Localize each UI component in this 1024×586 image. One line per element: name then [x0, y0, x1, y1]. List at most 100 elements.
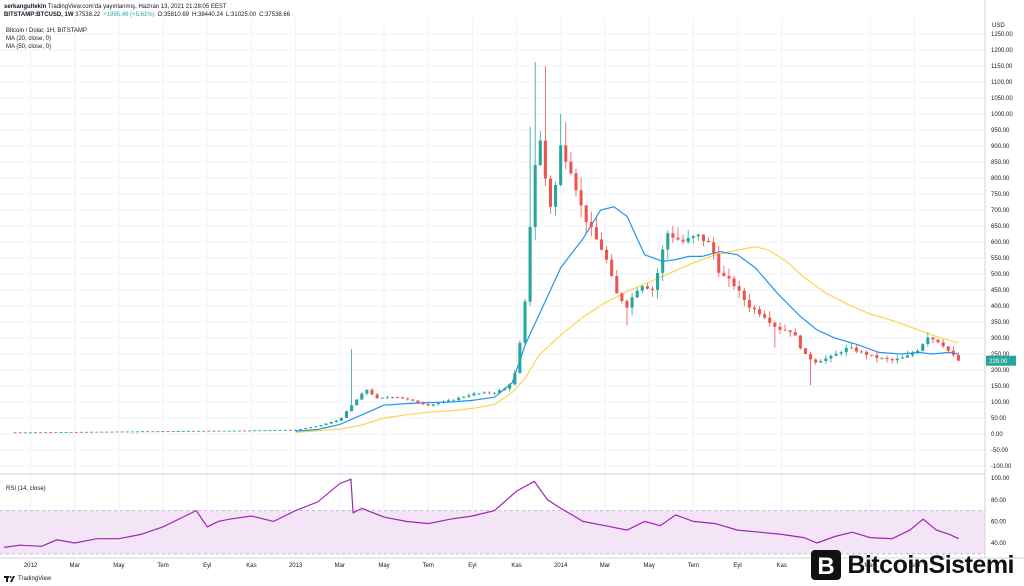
candle-body — [860, 351, 864, 353]
candle-body — [788, 330, 792, 333]
rsi-band-fill — [0, 510, 985, 554]
candle-body — [151, 431, 155, 433]
time-tick-label: Mar — [600, 563, 610, 569]
last-price: 37538.22 — [75, 12, 101, 18]
candle-body — [334, 420, 338, 423]
candle-body — [54, 432, 58, 434]
candle-body — [533, 165, 537, 228]
candle-body — [299, 428, 303, 430]
candle-body — [90, 431, 94, 433]
candle-body — [370, 389, 374, 395]
time-tick-label: May — [378, 563, 389, 569]
candle-body — [717, 253, 721, 273]
candle-body — [28, 432, 32, 434]
candle-body — [503, 388, 507, 391]
price-tick-label: 50.00 — [991, 416, 1007, 422]
candle-body — [329, 422, 333, 424]
candle-body — [59, 432, 63, 433]
candle-body — [130, 431, 134, 433]
candle-body — [584, 205, 588, 223]
candle-body — [105, 431, 109, 433]
candle-body — [482, 392, 486, 394]
candle-body — [18, 432, 22, 434]
candle-body — [543, 140, 547, 179]
candle-body — [911, 352, 915, 356]
candle-body — [579, 190, 583, 206]
candle-body — [594, 227, 598, 240]
candle-body — [712, 242, 716, 254]
candle-body — [656, 272, 660, 290]
candle-body — [380, 397, 384, 399]
high-value: H:38440.24 — [192, 12, 224, 18]
candle-body — [589, 222, 593, 228]
candle-body — [436, 403, 440, 405]
time-tick-label: May — [643, 563, 654, 569]
rsi-tick-label: 80.00 — [991, 498, 1007, 504]
candle-body — [181, 431, 185, 432]
candle-body — [49, 432, 53, 434]
price-tick-label: 1000.00 — [991, 112, 1013, 118]
candle-body — [462, 396, 466, 398]
rsi-tick-label: 40.00 — [991, 541, 1007, 547]
candle-body — [390, 397, 394, 398]
time-tick-label: Tem — [688, 563, 699, 569]
candle-body — [620, 293, 624, 302]
candle-body — [401, 397, 405, 399]
candle-body — [763, 314, 767, 318]
candle-body — [931, 337, 935, 340]
candle-body — [951, 350, 955, 356]
candle-body — [232, 430, 236, 432]
candle-body — [574, 173, 578, 191]
candle-body — [197, 430, 201, 432]
candle-body — [890, 359, 894, 361]
candle-body — [610, 259, 614, 277]
rsi-series — [3, 478, 959, 548]
price-tick-label: 0.00 — [991, 432, 1003, 438]
candle-body — [79, 431, 83, 433]
candle-body — [202, 430, 206, 432]
candle-body — [492, 392, 496, 394]
candle-body — [258, 430, 262, 432]
candle-body — [625, 301, 629, 308]
price-tick-label: 600.00 — [991, 240, 1010, 246]
candle-body — [411, 399, 415, 401]
candle-body — [809, 354, 813, 360]
price-tick-label: 300.00 — [991, 336, 1010, 342]
candle-body — [513, 373, 517, 385]
candle-body — [293, 429, 298, 431]
time-tick-label: 2013 — [289, 563, 303, 569]
candle-body — [304, 428, 308, 429]
price-tick-label: 950.00 — [991, 128, 1010, 134]
time-tick-label: Eyl — [468, 563, 476, 569]
candle-body — [360, 393, 364, 400]
candle-body — [559, 145, 563, 185]
pane-legends: Bitcoin / Dolar, 1H, BITSTAMP MA (20, cl… — [6, 28, 87, 492]
candle-body — [676, 237, 680, 240]
candle-body — [446, 400, 451, 402]
candle-body — [375, 394, 379, 399]
candle-body — [452, 399, 456, 401]
ohlc-line: BITSTAMP:BTCUSD, 1W 37538.22 +1995.46 (+5… — [4, 11, 293, 19]
candle-body — [242, 430, 247, 432]
candle-body — [645, 286, 649, 289]
candle-body — [554, 184, 558, 207]
candle-body — [115, 431, 119, 433]
candle-body — [309, 427, 313, 429]
candle-body — [875, 355, 879, 359]
candle-body — [441, 401, 445, 404]
candle-body — [207, 430, 211, 432]
candle-body — [941, 342, 945, 347]
candle-body — [752, 307, 756, 310]
candle-body — [773, 322, 777, 327]
candle-body — [100, 431, 104, 433]
time-tick-label: Mar — [335, 563, 345, 569]
price-tick-label: 400.00 — [991, 304, 1010, 310]
candle-body — [916, 350, 920, 353]
candle-body — [885, 357, 889, 360]
price-tick-label: 450.00 — [991, 288, 1010, 294]
candle-body — [854, 347, 858, 352]
candle-body — [69, 431, 73, 433]
open-value: O:35810.69 — [157, 12, 189, 18]
candle-body — [768, 317, 772, 323]
